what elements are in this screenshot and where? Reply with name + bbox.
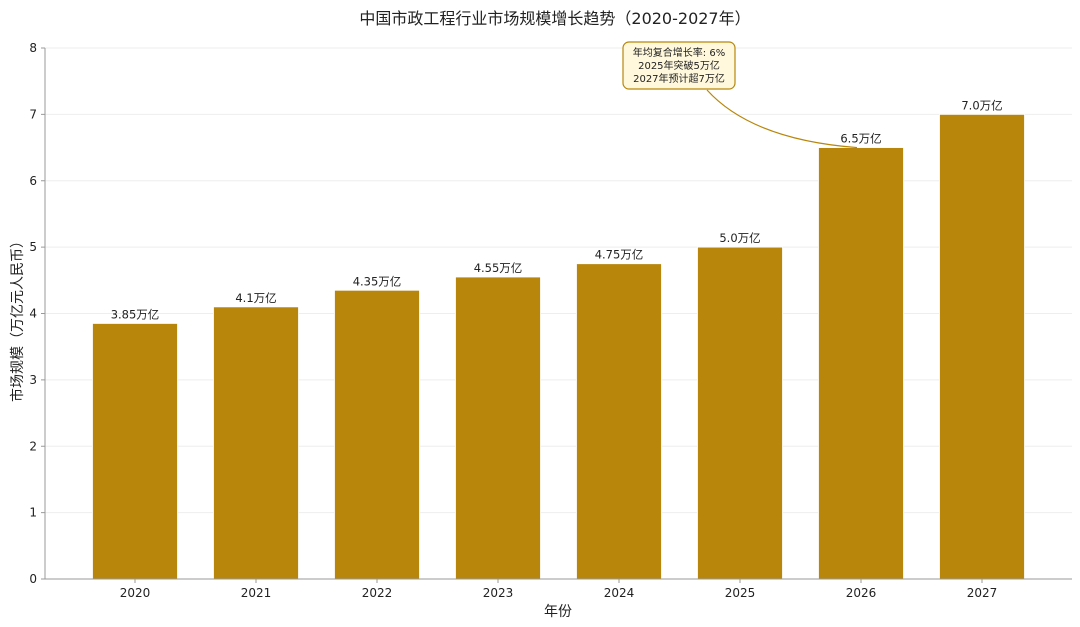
x-tick-label-2020: 2020	[120, 586, 151, 600]
y-tick-label-6: 6	[29, 174, 37, 188]
annotation-arrow	[706, 89, 858, 149]
bar-value-label-2021: 4.1万亿	[235, 291, 276, 305]
y-axis-ticks: 0 1 2 3 4 5 6 7 8	[29, 41, 45, 586]
bar-labels-group: 3.85万亿 4.1万亿 4.35万亿 4.55万亿 4.75万亿 5.0万亿 6.5万亿 7…	[111, 98, 1003, 321]
x-tick-label-2027: 2027	[967, 586, 998, 600]
bar-2027	[939, 113, 1025, 580]
annotation-box	[622, 41, 736, 90]
bar-2026	[818, 147, 904, 580]
bar-value-label-2024: 4.75万亿	[595, 248, 644, 262]
y-tick-label-2: 2	[29, 439, 37, 453]
x-axis-label: 年份	[544, 604, 572, 620]
bar-value-label-2026: 6.5万亿	[840, 132, 881, 146]
bar-2020	[92, 323, 178, 580]
bar-value-label-2025: 5.0万亿	[719, 231, 760, 245]
x-tick-label-2021: 2021	[241, 586, 272, 600]
bar-value-label-2020: 3.85万亿	[111, 307, 160, 321]
x-tick-label-2023: 2023	[483, 586, 514, 600]
y-tick-label-5: 5	[29, 240, 37, 254]
bars-group	[92, 113, 1025, 580]
bar-2023	[455, 276, 541, 580]
x-tick-label-2022: 2022	[362, 586, 393, 600]
y-tick-label-0: 0	[29, 572, 37, 586]
y-tick-label-7: 7	[29, 107, 37, 121]
bar-2022	[334, 289, 420, 580]
bar-2024	[576, 263, 662, 580]
annotation-line-3: 2027年预计超7万亿	[633, 72, 725, 85]
annotation-line-2: 2025年突破5万亿	[638, 59, 720, 72]
y-tick-label-1: 1	[29, 506, 37, 520]
y-tick-label-3: 3	[29, 373, 37, 387]
x-tick-label-2026: 2026	[846, 586, 877, 600]
growth-annotation: 年均复合增长率: 6% 2025年突破5万亿 2027年预计超7万亿	[622, 41, 858, 149]
x-axis-ticks: 2020 2021 2022 2023 2024 2025 2026 2027	[120, 579, 998, 600]
bar-value-label-2027: 7.0万亿	[961, 98, 1002, 112]
chart-title: 中国市政工程行业市场规模增长趋势（2020-2027年）	[359, 9, 750, 28]
y-tick-label-4: 4	[29, 307, 37, 321]
annotation-line-1: 年均复合增长率: 6%	[633, 46, 725, 59]
bar-value-label-2022: 4.35万亿	[353, 274, 402, 288]
bar-2021	[213, 306, 299, 580]
x-tick-label-2024: 2024	[604, 586, 635, 600]
x-tick-label-2025: 2025	[725, 586, 756, 600]
bar-value-label-2023: 4.55万亿	[474, 261, 523, 275]
grid-lines	[45, 47, 1072, 514]
bar-2025	[697, 246, 783, 580]
y-axis-label: 市场规模（万亿元人民币）	[9, 234, 26, 402]
y-tick-label-8: 8	[29, 41, 37, 55]
